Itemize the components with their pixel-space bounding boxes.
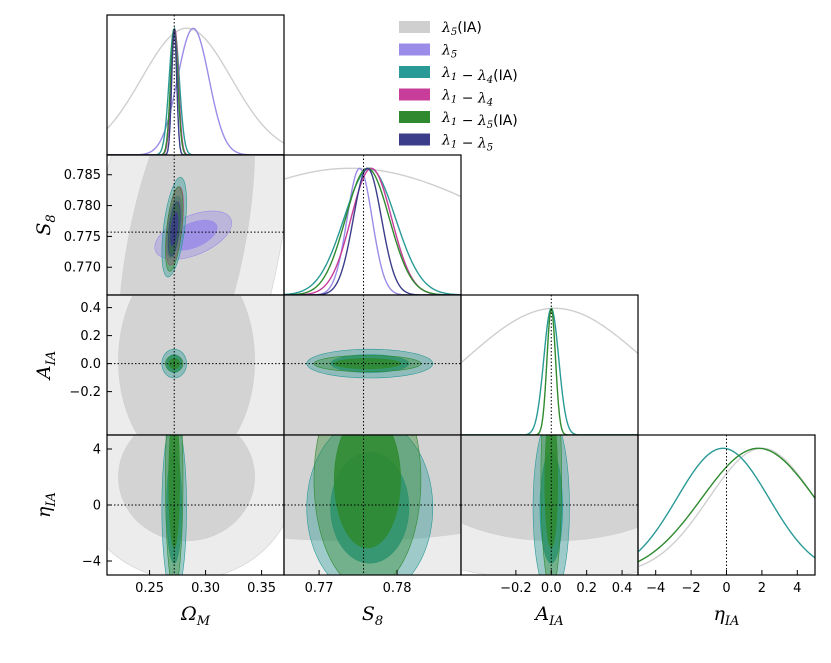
y-tick-label: 0.4: [80, 301, 101, 316]
x-tick-label: 4: [793, 581, 801, 596]
marginal-s8-line: [284, 167, 461, 295]
x-axis-label-eia: ηIA: [714, 603, 740, 629]
marginal-s8-line: [284, 167, 461, 295]
panel-aia-eia: −0.2 0.0 0.2 0.4: [460, 434, 639, 596]
y-tick-label: 0.2: [80, 329, 101, 344]
legend-swatch: [399, 111, 430, 123]
x-tick-label: −4: [646, 581, 665, 596]
legend-swatch: [399, 66, 430, 78]
legend-swatch: [399, 133, 430, 146]
legend-item: λ1 − λ5: [399, 133, 493, 154]
y-axis-label-eia: ηIA: [33, 492, 59, 518]
x-axis-label-om: ΩM: [180, 603, 211, 629]
x-tick-label: 0.0: [541, 581, 562, 596]
x-tick-label: 0.2: [576, 581, 597, 596]
panel-s8-eia: 0.77 0.78: [283, 434, 462, 596]
y-tick-label: 0: [93, 499, 101, 514]
x-tick-label: −2: [682, 581, 701, 596]
x-tick-label: 0: [722, 581, 730, 596]
axis-labels: ΩM S8 AIA ηIA S8 AIA ηIA: [33, 214, 739, 629]
y-tick-label: 4: [93, 443, 101, 458]
legend-swatch: [399, 88, 430, 101]
marginal-s8-line: [284, 167, 461, 295]
marginal-aia-line: [461, 307, 638, 435]
y-tick-label: −0.2: [69, 385, 101, 400]
legend-item: λ1 − λ4(IA): [399, 65, 518, 86]
panel-eia-eia: −4 −2 0 2 4: [637, 434, 816, 596]
marginal-eia-line: [638, 447, 815, 559]
legend-item: λ1 − λ4: [399, 88, 493, 109]
x-axis-label-aia: AIA: [533, 603, 563, 629]
legend-label: λ1 − λ5(IA): [441, 110, 518, 131]
legend-label: λ5(IA): [441, 20, 482, 38]
legend-swatch: [399, 21, 430, 33]
x-tick-label: −0.2: [500, 581, 532, 596]
marginal-s8-line: [284, 167, 461, 295]
marginal-om-line: [107, 27, 284, 144]
panel-om-eia: 0.25 0.30 0.35 −4 0 4: [82, 434, 285, 596]
panel-s8-aia: [283, 294, 462, 436]
legend-label: λ5: [441, 43, 457, 61]
marginal-s8-line: [284, 167, 461, 295]
x-tick-label: 0.25: [135, 581, 164, 596]
panel-om-aia: −0.2 0.0 0.2 0.4: [69, 294, 285, 436]
legend-item: λ5: [399, 43, 457, 61]
legend-swatch: [399, 43, 430, 56]
marginal-aia-line: [461, 307, 638, 364]
legend-label: λ1 − λ4: [441, 88, 493, 109]
x-tick-label: 0.30: [191, 581, 220, 596]
panel-om-om: [106, 14, 285, 156]
x-tick-label: 0.4: [612, 581, 633, 596]
y-tick-label: 0.770: [64, 261, 101, 276]
contour-68: [333, 435, 401, 549]
panel-frame: [106, 14, 285, 156]
x-axis-label-s8: S8: [362, 603, 383, 629]
y-tick-label: −4: [82, 555, 101, 570]
legend-item: λ1 − λ5(IA): [399, 110, 518, 131]
panel-s8-s8: [283, 154, 462, 296]
y-tick-label: 0.0: [80, 357, 101, 372]
x-tick-label: 0.77: [305, 581, 334, 596]
y-tick-label: 0.780: [64, 199, 101, 214]
y-tick-label: 0.785: [64, 168, 101, 183]
legend-label: λ1 − λ4(IA): [441, 65, 518, 86]
legend-label: λ1 − λ5: [441, 133, 493, 154]
y-axis-label-s8: S8: [33, 214, 59, 235]
y-axis-label-aia: AIA: [33, 351, 59, 381]
y-tick-label: 0.775: [64, 230, 101, 245]
x-tick-label: 0.78: [383, 581, 412, 596]
legend-item: λ5(IA): [399, 20, 482, 38]
x-tick-label: 0.35: [247, 581, 276, 596]
panel-om-s8: 0.770 0.775 0.780 0.785: [64, 154, 285, 296]
marginal-aia-line: [461, 307, 638, 435]
panel-aia-aia: [460, 294, 639, 436]
x-tick-label: 2: [758, 581, 766, 596]
